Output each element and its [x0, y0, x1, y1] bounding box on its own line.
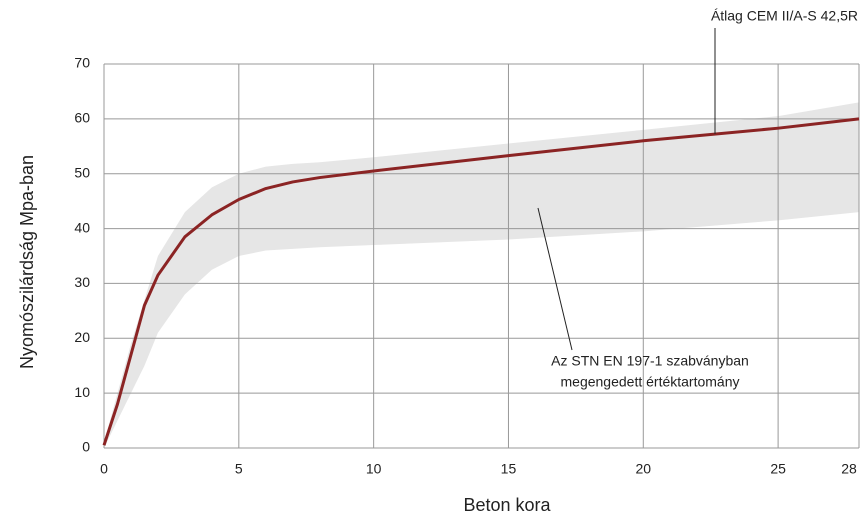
y-tick-label: 40 [74, 219, 90, 235]
x-tick-label: 0 [100, 461, 108, 477]
x-tick-label: 15 [501, 461, 517, 477]
y-tick-label: 10 [74, 384, 90, 400]
y-tick-label: 70 [74, 55, 90, 71]
x-tick-label: 10 [366, 461, 382, 477]
x-axis-label: Beton kora [463, 495, 551, 515]
band-annotation: Az STN EN 197-1 szabványban [551, 353, 749, 369]
x-tick-label: 20 [635, 461, 651, 477]
y-tick-label: 30 [74, 274, 90, 290]
x-tick-label: 28 [841, 461, 857, 477]
y-tick-label: 50 [74, 164, 90, 180]
line-series [102, 117, 860, 446]
y-tick-label: 20 [74, 329, 90, 345]
annotation-leader [537, 207, 573, 351]
y-tick-label: 60 [74, 110, 90, 126]
band-annotation: megengedett értéktartomány [561, 374, 740, 390]
x-tick-label: 5 [235, 461, 243, 477]
series-annotation: Átlag CEM II/A-S 42,5R [711, 8, 858, 24]
y-axis-label: Nyomószilárdság Mpa-ban [17, 155, 37, 369]
x-tick-label: 25 [770, 461, 786, 477]
tolerance-band [104, 102, 859, 449]
y-tick-label: 0 [82, 439, 90, 455]
